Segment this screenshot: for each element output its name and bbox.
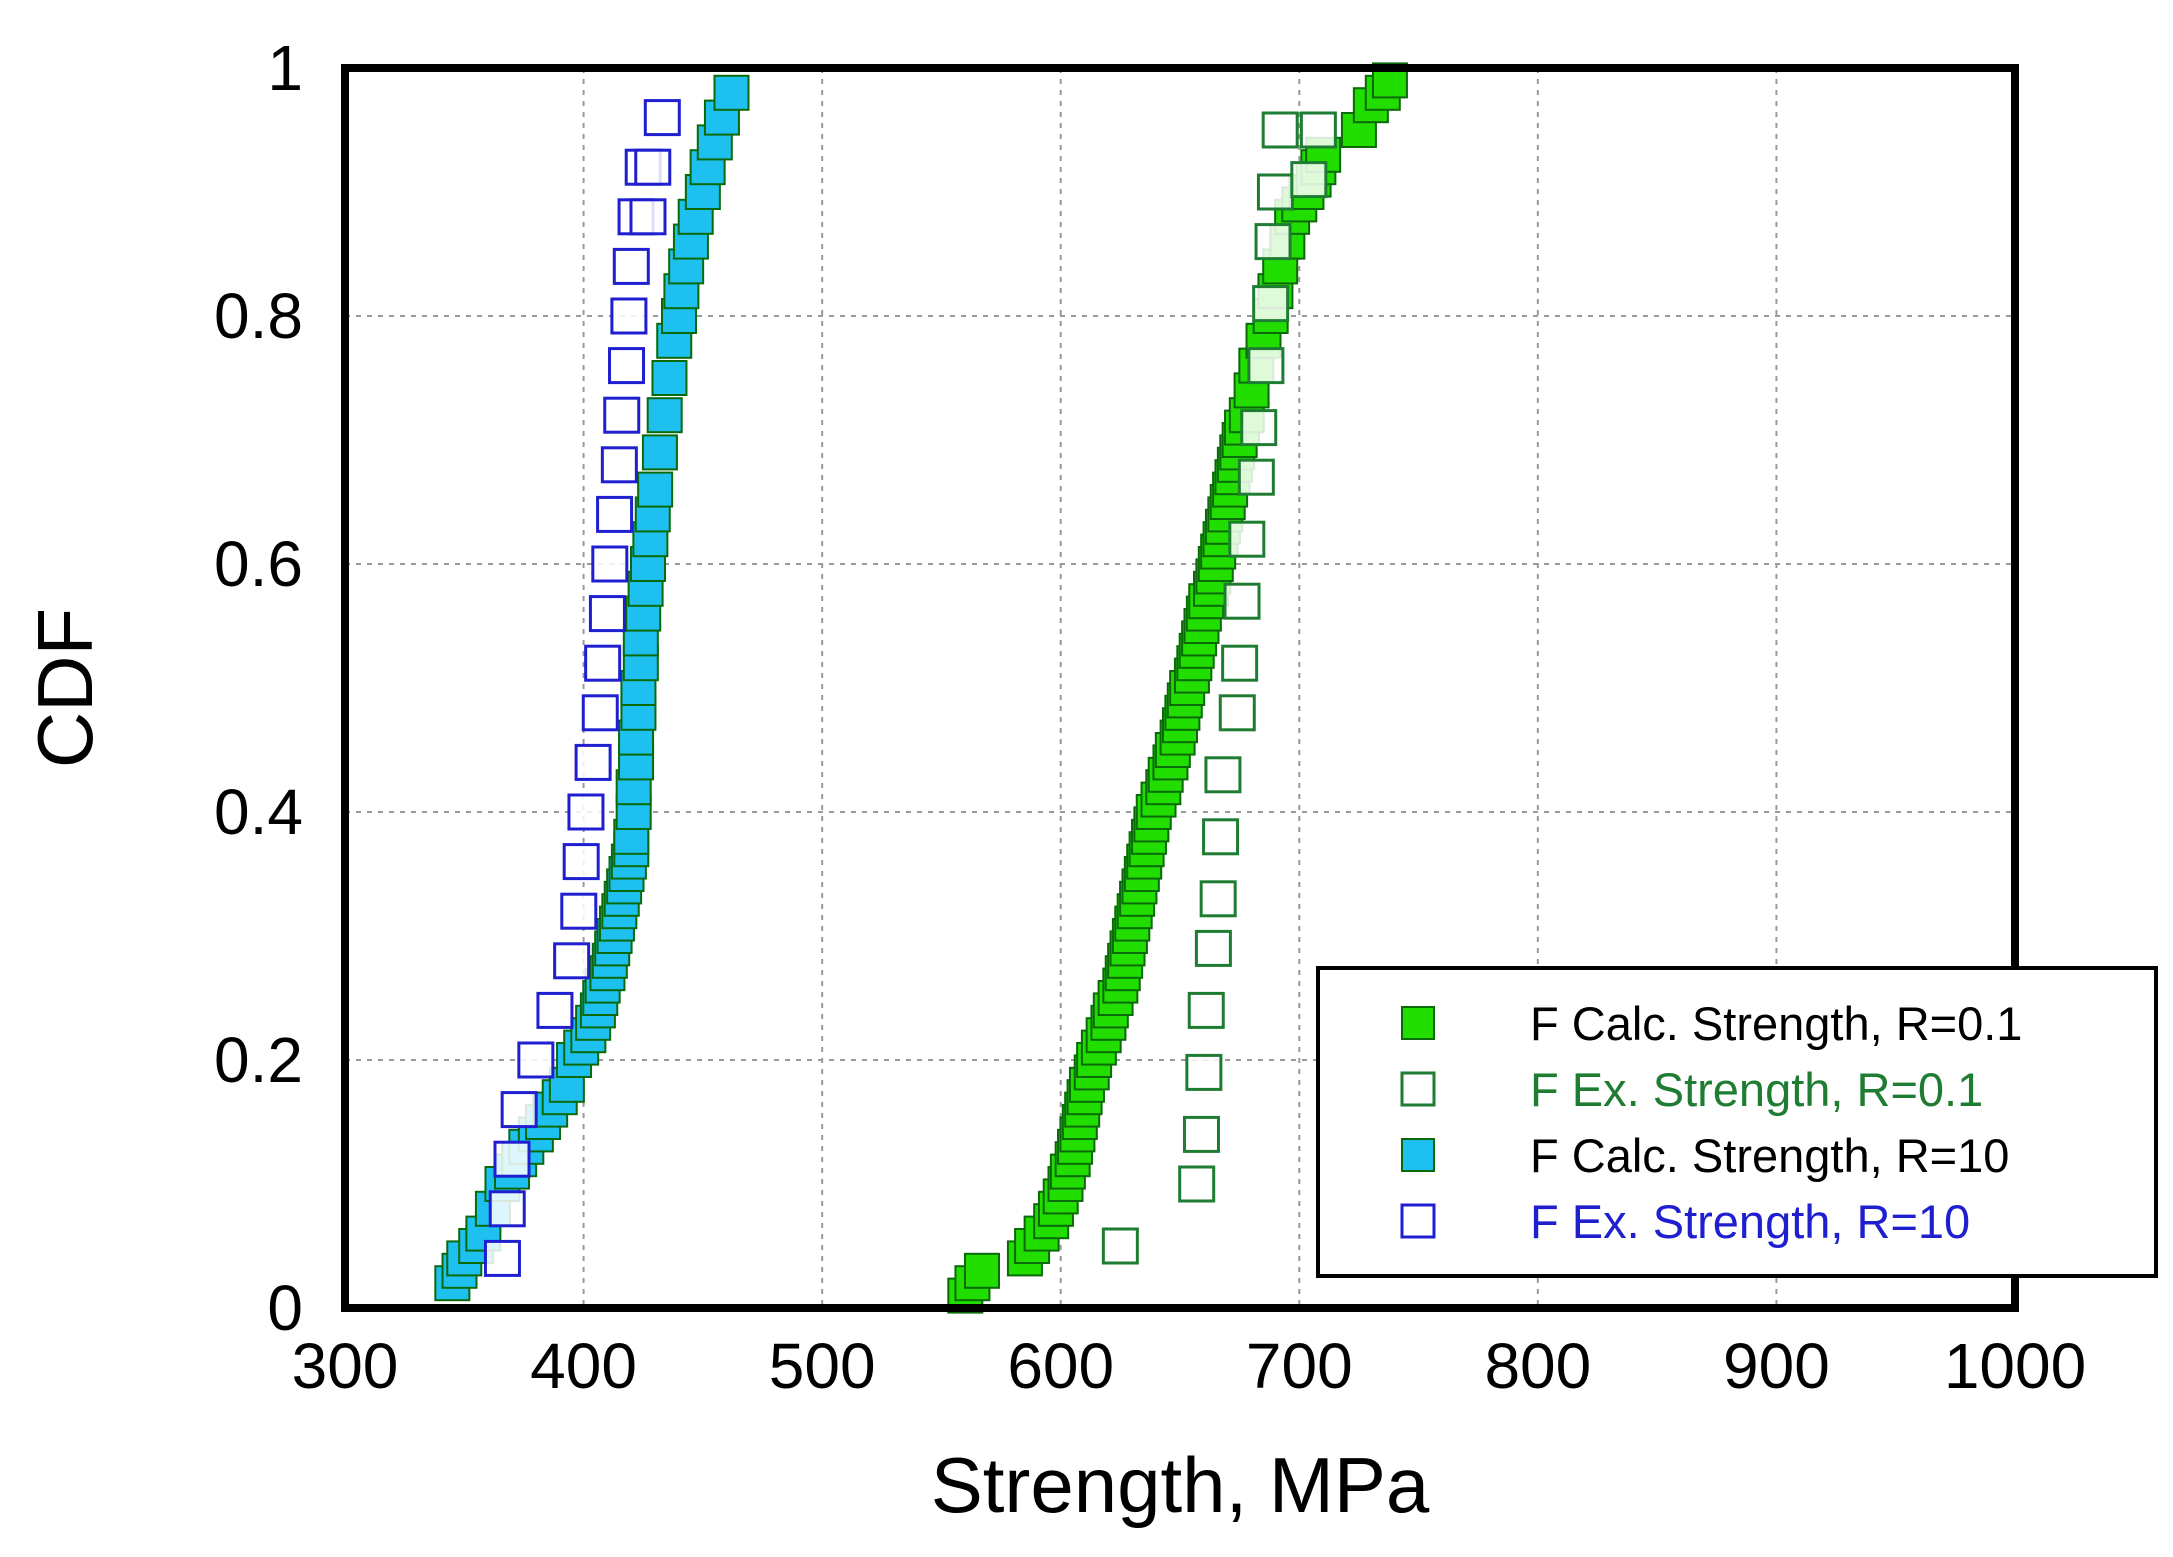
legend-marker-1: [1401, 1006, 1435, 1040]
series-2-point: [1261, 111, 1299, 149]
y-tick-label-2: 0.4: [214, 776, 303, 848]
y-tick-label-1: 0.2: [214, 1024, 303, 1096]
series-4-point: [517, 1041, 555, 1079]
legend-label-4: F Ex. Strength, R=10: [1530, 1195, 1970, 1248]
x-tick-label-6: 900: [1723, 1330, 1830, 1402]
series-2-point: [1221, 644, 1259, 682]
series-1: [947, 62, 1408, 1314]
series-2-point: [1185, 1053, 1223, 1091]
legend-label-1: F Calc. Strength, R=0.1: [1530, 997, 2022, 1050]
x-tick-label-0: 300: [292, 1330, 399, 1402]
series-2-point: [1247, 347, 1285, 385]
series-2-point: [1194, 929, 1232, 967]
x-tick-label-5: 800: [1484, 1330, 1591, 1402]
series-4-point: [584, 644, 622, 682]
series-4-point: [612, 247, 650, 285]
series-2-point: [1228, 520, 1266, 558]
series-4-point: [629, 198, 667, 236]
series-3-point: [646, 397, 683, 434]
x-tick-label-3: 600: [1007, 1330, 1114, 1402]
legend-label-2: F Ex. Strength, R=0.1: [1530, 1063, 1983, 1116]
series-4-point: [600, 446, 638, 484]
series-2-point: [1202, 818, 1240, 856]
series-2-point: [1199, 880, 1237, 918]
series-4-point: [567, 793, 605, 831]
series-2-point: [1182, 1115, 1220, 1153]
series-4-point: [603, 396, 641, 434]
legend-marker-3: [1401, 1138, 1435, 1172]
series-2-point: [1290, 161, 1328, 199]
series-4-point: [588, 595, 626, 633]
series-2-point: [1299, 111, 1337, 149]
data-points: [434, 62, 1408, 1314]
series-2-point: [1256, 173, 1294, 211]
series-4-point: [634, 148, 672, 186]
series-4-point: [562, 843, 600, 881]
legend-label-3: F Calc. Strength, R=10: [1530, 1129, 2009, 1182]
legend-marker-2: [1400, 1071, 1436, 1107]
plot-frame: [341, 64, 2019, 1312]
series-2-point: [1240, 409, 1278, 447]
series-4-point: [536, 991, 574, 1029]
series-4-point: [581, 694, 619, 732]
series-2-point: [1187, 991, 1225, 1029]
series-4-point: [553, 942, 591, 980]
legend: F Calc. Strength, R=0.1 F Ex. Strength, R…: [1316, 966, 2158, 1278]
x-tick-label-7: 1000: [1944, 1330, 2086, 1402]
legend-marker-4: [1400, 1203, 1436, 1239]
axis-ticks: 300 400 500 600 700 800 900 1000 0 0.2 0.4 0.6 0.8 1: [214, 32, 2086, 1402]
legend-box: [1316, 966, 2158, 1278]
series-4-point: [643, 99, 681, 137]
series-4-point: [608, 347, 646, 385]
series-2-point: [1204, 756, 1242, 794]
series-3-point: [651, 360, 688, 396]
series-4-point: [591, 545, 629, 583]
series-4-point: [596, 495, 634, 533]
series-3-point: [641, 434, 678, 471]
series-4-point: [493, 1140, 531, 1178]
series-4-point: [610, 297, 648, 335]
series-4: [483, 99, 681, 1277]
series-2-point: [1218, 694, 1256, 732]
series-3-point: [637, 471, 674, 508]
series-2-point: [1254, 223, 1292, 261]
series-2-point: [1101, 1227, 1139, 1265]
y-axis-title: CDF: [21, 608, 109, 768]
series-2-point: [1252, 285, 1290, 323]
series-2: [1101, 111, 1337, 1265]
series-4-point: [488, 1190, 526, 1228]
series-3: [434, 74, 750, 1302]
series-4-point: [483, 1239, 521, 1277]
series-2-point: [1178, 1165, 1216, 1203]
series-2-point: [1223, 582, 1261, 620]
series-2-point: [1237, 458, 1275, 496]
y-tick-label-3: 0.6: [214, 528, 303, 600]
y-tick-label-4: 0.8: [214, 280, 303, 352]
series-4-point: [560, 892, 598, 930]
series-4-point: [500, 1091, 538, 1129]
series-1-point: [963, 1252, 1000, 1289]
x-axis-title: Strength, MPa: [931, 1441, 1430, 1529]
x-tick-label-1: 400: [530, 1330, 637, 1402]
series-3-point: [713, 74, 750, 111]
x-tick-label-4: 700: [1246, 1330, 1353, 1402]
series-4-point: [574, 743, 612, 781]
y-tick-label-0: 0: [267, 1272, 303, 1344]
x-tick-label-2: 500: [769, 1330, 876, 1402]
y-tick-label-5: 1: [267, 32, 303, 104]
